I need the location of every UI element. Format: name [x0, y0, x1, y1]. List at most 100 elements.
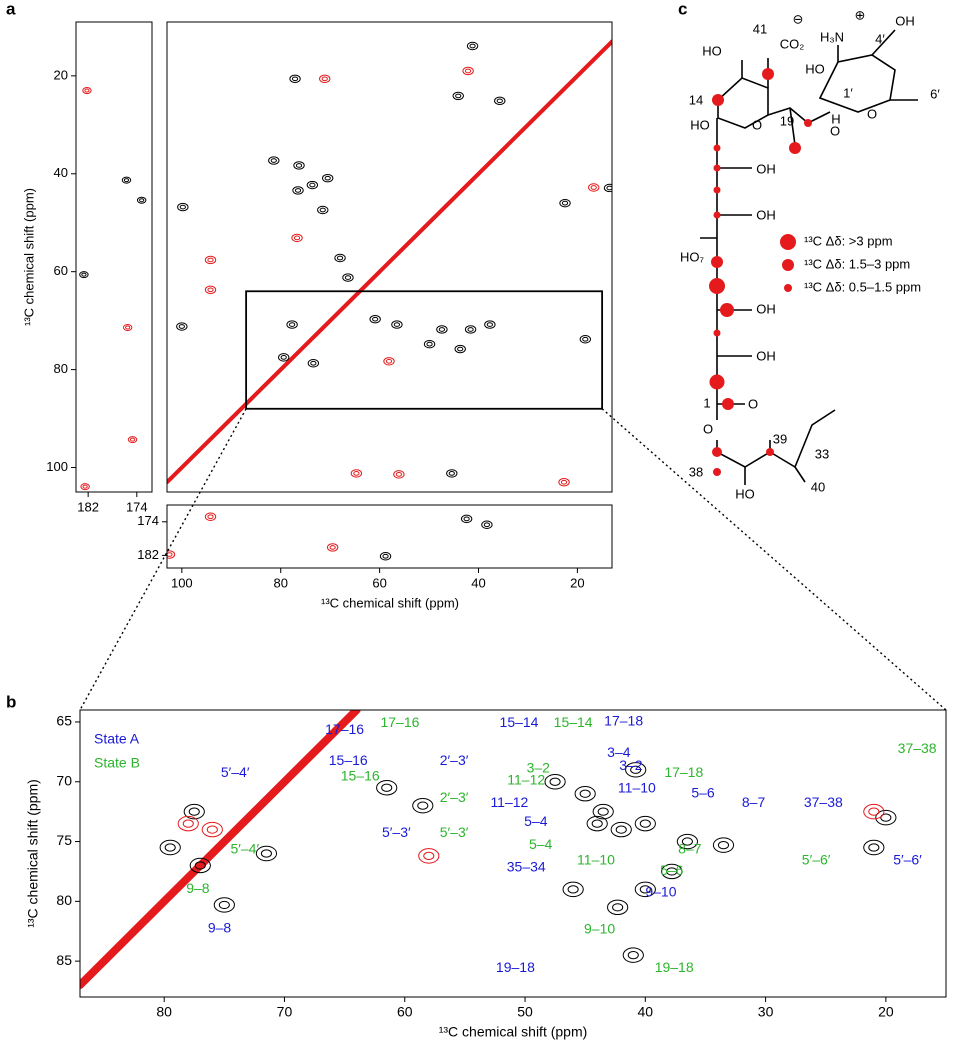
y-tick-label: 80 — [54, 361, 68, 376]
legend-label: ¹³C Δδ: >3 ppm — [804, 233, 893, 248]
peak-contour — [562, 881, 584, 898]
plot-area — [167, 512, 493, 561]
dot — [713, 211, 721, 219]
peak-contour — [880, 813, 892, 822]
atom-label: CO₂ — [780, 36, 805, 51]
peak-contour — [322, 173, 334, 183]
peak-label: 3–2 — [527, 759, 551, 775]
y-tick-label: 182 — [137, 547, 159, 562]
atom-label: H₃N — [820, 29, 844, 44]
peak-contour — [189, 857, 211, 874]
dot — [804, 119, 812, 127]
peak-contour — [295, 163, 303, 168]
peak-contour — [324, 175, 331, 181]
peak-label: 11–12 — [490, 794, 528, 810]
x-tick-label: 100 — [171, 575, 193, 590]
peak-contour — [496, 98, 503, 104]
peak-contour — [868, 807, 880, 816]
peak-label: 3–4 — [607, 744, 631, 760]
dot — [722, 398, 734, 410]
peak-contour — [586, 815, 608, 832]
peak-contour — [463, 516, 470, 522]
peak-contour — [379, 552, 392, 561]
peak-contour — [382, 553, 389, 559]
peak-contour — [385, 358, 393, 364]
peak-label: 5′–4′ — [230, 841, 259, 857]
peak-contour — [201, 821, 223, 838]
peak-contour — [319, 207, 326, 213]
peak-contour — [207, 257, 214, 263]
atom-label: 4′ — [875, 31, 885, 46]
peak-contour — [255, 845, 278, 862]
peak-contour — [207, 514, 214, 520]
peak-contour — [610, 821, 632, 838]
x-axis-label: ¹³C chemical shift (ppm) — [321, 595, 459, 610]
dot — [762, 68, 774, 80]
dot — [712, 447, 722, 457]
peak-label: 19–18 — [655, 959, 694, 975]
peak-contour — [350, 469, 363, 478]
peak-contour — [544, 774, 566, 790]
peak-contour — [639, 885, 651, 894]
peak-contour — [293, 235, 301, 241]
peak-contour — [123, 178, 130, 183]
peak-label: 9–10 — [645, 884, 676, 900]
peak-label: 15–16 — [341, 768, 380, 784]
atom-label: OH — [895, 13, 915, 28]
peak-contour — [289, 74, 301, 83]
peak-contour — [376, 780, 398, 796]
peak-label: 17–16 — [325, 721, 364, 737]
atom-label: HO — [702, 43, 722, 58]
peak-contour — [353, 471, 360, 476]
atom-label: 1′ — [843, 85, 853, 100]
dot — [709, 278, 725, 294]
plot-area — [167, 39, 612, 487]
peak-contour — [486, 322, 493, 327]
peak-contour — [291, 233, 303, 243]
peak-contour — [294, 188, 302, 193]
peak-label: 9–8 — [208, 920, 232, 936]
y-tick-label: 174 — [137, 513, 159, 528]
peak-contour — [875, 809, 897, 826]
peak-contour — [494, 96, 506, 106]
peak-contour — [84, 88, 90, 93]
peak-label: 9–8 — [186, 880, 210, 896]
y-tick-label: 80 — [56, 892, 72, 908]
peak-label: 37–38 — [898, 740, 937, 756]
y-tick-label: 75 — [56, 832, 72, 848]
legend-label: ¹³C Δδ: 1.5–3 ppm — [804, 256, 910, 271]
legend-label: State A — [94, 731, 140, 747]
peak-contour — [446, 469, 458, 478]
peak-label: 5′–6′ — [893, 851, 922, 867]
peak-label: 8–7 — [742, 794, 766, 810]
peak-contour — [79, 271, 89, 279]
peak-contour — [615, 825, 627, 834]
peak-contour — [310, 360, 317, 366]
atom-label: H — [831, 111, 840, 126]
peak-contour — [863, 803, 885, 820]
peak-contour — [194, 861, 206, 870]
diagonal — [80, 710, 361, 990]
peak-contour — [868, 843, 880, 852]
atom-label: 33 — [815, 446, 829, 461]
atom-label: O — [752, 117, 762, 132]
atom-label: OH — [756, 301, 776, 316]
plot-frame — [166, 21, 613, 493]
peak-contour — [82, 87, 92, 95]
panel-label: c — [678, 0, 687, 18]
plot-area — [80, 710, 897, 990]
peak-contour — [204, 255, 217, 265]
atom-label: 38 — [689, 464, 703, 479]
peak-contour — [469, 43, 476, 49]
peak-contour — [383, 357, 395, 366]
dot — [713, 468, 721, 476]
peak-label: 9–10 — [584, 921, 615, 937]
peak-contour — [369, 314, 381, 324]
peak-contour — [213, 897, 235, 913]
atom-label: 39 — [773, 431, 787, 446]
y-tick-label: 60 — [54, 263, 68, 278]
dot — [713, 329, 721, 337]
peak-contour — [336, 255, 344, 261]
atom-label: ⊕ — [855, 7, 866, 22]
